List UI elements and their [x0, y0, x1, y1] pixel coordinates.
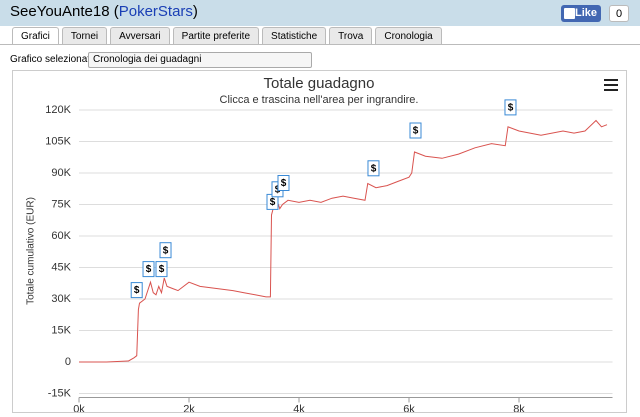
flag-box	[155, 261, 168, 278]
y-tick-label: 45K	[51, 261, 71, 273]
tab[interactable]: Cronologia	[375, 27, 442, 45]
x-tick-label: 6k	[403, 403, 415, 412]
menu-bar	[604, 89, 618, 91]
tab[interactable]: Tornei	[61, 27, 108, 45]
flag-label: $	[270, 197, 276, 208]
flag-label: $	[508, 103, 514, 114]
y-tick-label: 120K	[45, 104, 71, 116]
flag[interactable]: $	[142, 261, 155, 278]
flag-label: $	[159, 264, 165, 275]
flag-box	[130, 282, 143, 299]
chart-subtitle: Clicca e trascina nell'area per ingrandi…	[220, 94, 419, 106]
y-tick-label: 75K	[51, 198, 71, 210]
site-link[interactable]: PokerStars	[118, 3, 193, 20]
flag-label: $	[413, 126, 419, 137]
tab[interactable]: Avversari	[110, 27, 170, 45]
chart-selector[interactable]: Cronologia dei guadagni	[88, 52, 312, 68]
x-tick-label: 4k	[293, 403, 305, 412]
flag[interactable]: $	[367, 160, 380, 177]
chart: Totale guadagno Clicca e trascina nell'a…	[26, 75, 618, 415]
x-tick-label: 2k	[183, 403, 195, 412]
y-tick-label: 15K	[51, 324, 71, 336]
flag[interactable]: $	[155, 261, 168, 278]
like-button[interactable]: Like	[561, 5, 601, 22]
y-tick-label: 60K	[51, 230, 71, 242]
menu-bar	[604, 79, 618, 81]
selector-label: Grafico selezionato	[10, 54, 96, 65]
tab[interactable]: Partite preferite	[172, 27, 260, 45]
tab[interactable]: Trova	[329, 27, 373, 45]
menu-bar	[604, 84, 618, 86]
like-count: 0	[609, 5, 629, 22]
flag[interactable]: $	[277, 175, 290, 191]
chart-panel: Totale guadagno Clicca e trascina nell'a…	[12, 70, 627, 415]
flag-box	[277, 175, 290, 191]
flag-box	[504, 99, 517, 116]
flag-box	[409, 122, 422, 139]
user-name: SeeYouAnte18 (	[10, 3, 119, 20]
flag-box	[367, 160, 380, 177]
y-tick-label: -15K	[48, 387, 72, 399]
y-tick-label: 30K	[51, 293, 71, 305]
chart-title: Totale guadagno	[264, 75, 375, 92]
x-tick-label: 8k	[513, 403, 525, 412]
title-end: )	[192, 3, 198, 20]
flag[interactable]: $	[409, 122, 422, 139]
flag-label: $	[134, 285, 140, 296]
y-tick-label: 105K	[45, 135, 71, 147]
flag-label: $	[281, 178, 287, 189]
tab[interactable]: Statistiche	[262, 27, 327, 45]
y-axis-label: Totale cumulativo (EUR)	[26, 197, 37, 305]
y-tick-label: 90K	[51, 167, 71, 179]
flag-box	[142, 261, 155, 278]
menu-button[interactable]	[604, 79, 618, 91]
page-title: SeeYouAnte18 (PokerStars)	[10, 3, 198, 20]
flag-box	[159, 242, 172, 259]
tab-line	[0, 44, 640, 45]
header-bar: SeeYouAnte18 (PokerStars) Like 0	[0, 0, 640, 26]
flag-label: $	[146, 264, 152, 275]
flag-label: $	[371, 163, 377, 174]
y-tick-label: 0	[65, 356, 71, 368]
flag[interactable]: $	[130, 282, 143, 299]
flag[interactable]: $	[159, 242, 172, 259]
line	[79, 119, 608, 363]
x-tick-label: 0k	[73, 403, 85, 412]
flag-label: $	[163, 245, 169, 256]
tab[interactable]: Grafici	[12, 27, 59, 45]
flag[interactable]: $	[504, 99, 517, 116]
tab-bar: Grafici Tornei Avversari Partite preferite S…	[12, 27, 442, 45]
